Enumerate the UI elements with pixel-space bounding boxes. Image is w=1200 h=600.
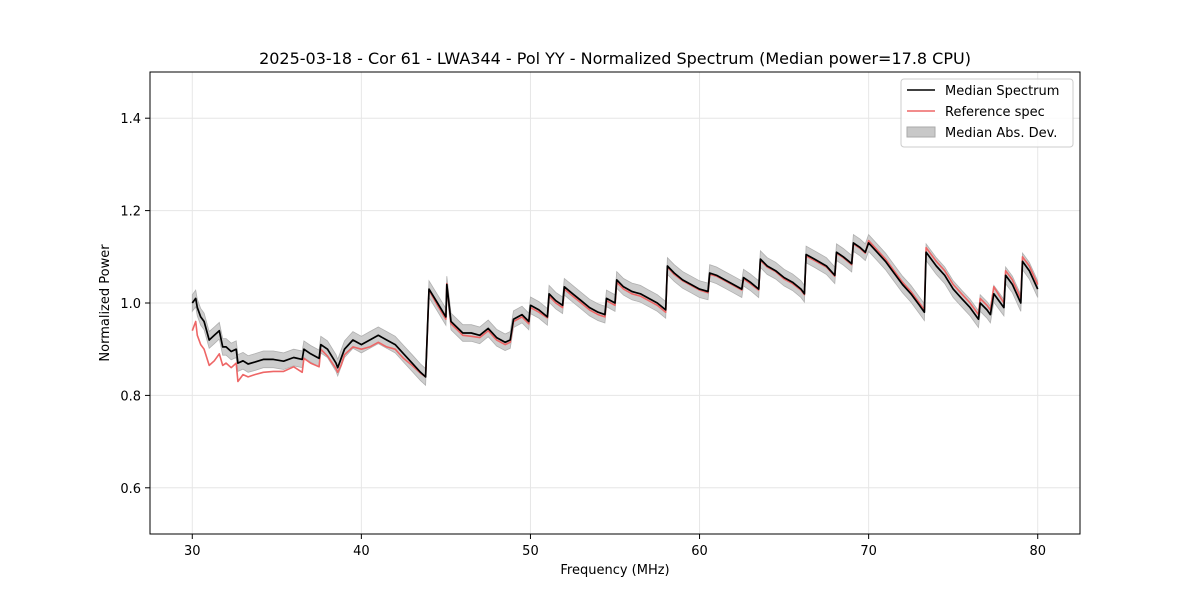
median-spectrum-line: [191, 242, 1039, 378]
legend-label-mad: Median Abs. Dev.: [945, 126, 1057, 141]
x-tick-label: 70: [860, 544, 877, 559]
mad-band-layer: [191, 233, 1039, 387]
y-axis-label: Normalized Power: [98, 244, 113, 362]
x-tick-label: 50: [522, 544, 539, 559]
legend-frame: [900, 78, 1074, 148]
legend-label-reference: Reference spec: [945, 105, 1045, 120]
x-tick-label: 80: [1029, 544, 1046, 559]
x-tick-label: 30: [184, 544, 201, 559]
chart-title: 2025-03-18 - Cor 61 - LWA344 - Pol YY - …: [259, 49, 971, 68]
legend: Median Spectrum Reference spec Median Ab…: [900, 78, 1074, 148]
reference-spec-line: [191, 239, 1039, 383]
series-layer: [191, 239, 1039, 383]
x-tick-label: 40: [353, 544, 370, 559]
legend-swatch-mad: [906, 126, 936, 138]
y-tick-label: 0.6: [120, 482, 141, 497]
y-axis-ticks: 0.6 0.8 1.0 1.2 1.4: [120, 112, 150, 497]
x-axis-label: Frequency (MHz): [560, 563, 669, 578]
mad-band: [191, 233, 1039, 387]
y-tick-label: 1.2: [120, 205, 141, 220]
y-tick-label: 0.8: [120, 389, 141, 404]
y-tick-label: 1.0: [120, 297, 141, 312]
y-tick-label: 1.4: [120, 112, 141, 127]
legend-label-median: Median Spectrum: [945, 84, 1059, 99]
x-axis-ticks: 30 40 50 60 70 80: [184, 534, 1046, 559]
x-tick-label: 60: [691, 544, 708, 559]
